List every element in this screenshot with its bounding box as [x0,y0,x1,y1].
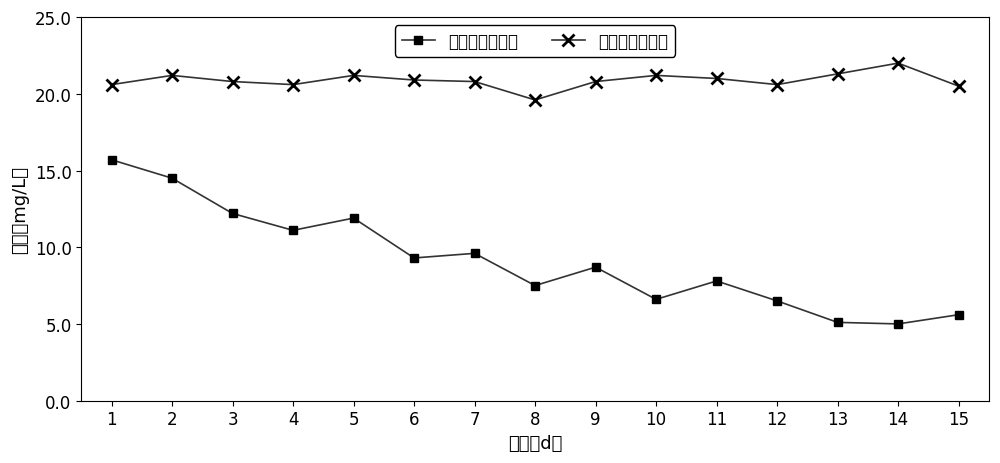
Line: 进水硝酸盐浓度: 进水硝酸盐浓度 [106,58,964,106]
出水硝酸盐浓度 [771,299,783,304]
出水硝酸盐浓度 [953,312,965,318]
出水硝酸盐浓度 [590,265,602,270]
进水硝酸盐浓度 [529,98,541,104]
出水硝酸盐浓度 [408,256,420,261]
出水硝酸盐浓度 [106,157,118,163]
出水硝酸盐浓度 [287,228,299,234]
进水硝酸盐浓度 [650,74,662,79]
进水硝酸盐浓度 [771,82,783,88]
出水硝酸盐浓度 [469,251,481,257]
进水硝酸盐浓度 [892,61,904,67]
进水硝酸盐浓度 [348,74,360,79]
出水硝酸盐浓度 [892,321,904,327]
出水硝酸盐浓度 [348,216,360,221]
Line: 出水硝酸盐浓度: 出水硝酸盐浓度 [107,156,963,328]
进水硝酸盐浓度 [953,84,965,90]
出水硝酸盐浓度 [832,320,844,325]
进水硝酸盐浓度 [590,80,602,85]
进水硝酸盐浓度 [711,76,723,82]
进水硝酸盐浓度 [166,74,178,79]
出水硝酸盐浓度 [711,279,723,284]
出水硝酸盐浓度 [166,176,178,181]
进水硝酸盐浓度 [227,80,239,85]
进水硝酸盐浓度 [469,80,481,85]
进水硝酸盐浓度 [408,78,420,84]
Legend: 出水硝酸盐浓度, 进水硝酸盐浓度: 出水硝酸盐浓度, 进水硝酸盐浓度 [395,26,675,58]
进水硝酸盐浓度 [106,82,118,88]
出水硝酸盐浓度 [227,211,239,217]
进水硝酸盐浓度 [832,72,844,77]
Y-axis label: 浓度（mg/L）: 浓度（mg/L） [11,165,29,253]
进水硝酸盐浓度 [287,82,299,88]
出水硝酸盐浓度 [529,283,541,289]
出水硝酸盐浓度 [650,297,662,302]
X-axis label: 时间（d）: 时间（d） [508,434,562,452]
